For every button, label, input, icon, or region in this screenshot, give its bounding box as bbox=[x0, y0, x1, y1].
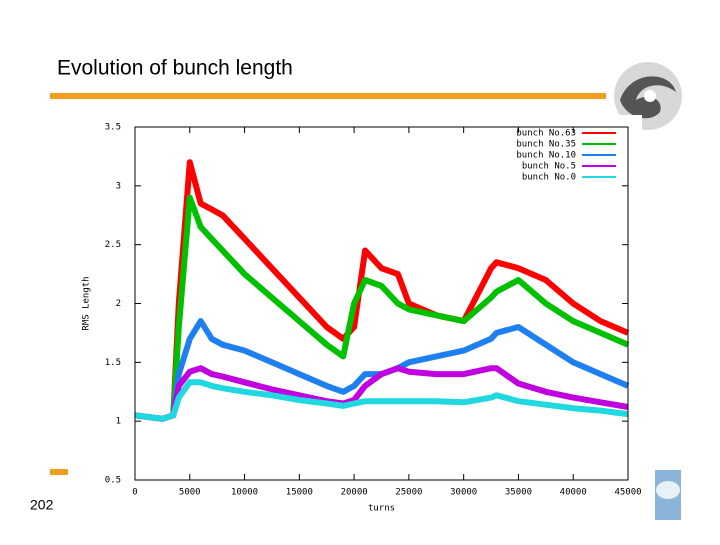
legend-label: bunch No.10 bbox=[516, 151, 576, 161]
x-tick-label: 45000 bbox=[614, 488, 641, 498]
y-tick-label: 1.5 bbox=[105, 358, 121, 368]
x-tick-label: 35000 bbox=[505, 488, 532, 498]
y-axis-label: RMS Length bbox=[82, 276, 92, 330]
y-tick-label: 3.5 bbox=[105, 123, 121, 133]
plot-frame bbox=[134, 126, 629, 481]
series-line bbox=[134, 159, 630, 422]
x-tick-label: 15000 bbox=[286, 488, 313, 498]
x-tick-label: 25000 bbox=[395, 488, 422, 498]
x-tick-label: 0 bbox=[132, 488, 137, 498]
legend-label: bunch No.63 bbox=[516, 129, 576, 139]
x-tick-label: 40000 bbox=[560, 488, 587, 498]
y-tick-label: 3 bbox=[116, 181, 121, 191]
y-tick-label: 2.5 bbox=[105, 240, 121, 250]
series-line bbox=[134, 318, 630, 422]
x-tick-label: 5000 bbox=[179, 488, 201, 498]
x-tick-label: 30000 bbox=[450, 488, 477, 498]
series-line bbox=[134, 365, 629, 422]
y-tick-label: 1 bbox=[116, 417, 121, 427]
y-tick-label: 2 bbox=[116, 299, 121, 309]
chart: 0.5 1 1.5 2 2.5 3 3.5 0 5000 10000 15000 20000 25000… bbox=[82, 123, 642, 514]
slide-title: Evolution of bunch length bbox=[57, 57, 293, 80]
page-number: 202 bbox=[30, 497, 54, 513]
legend-label: bunch No.35 bbox=[516, 140, 576, 150]
legend-label: bunch No.0 bbox=[522, 173, 576, 183]
corner-image bbox=[655, 470, 681, 520]
series-line bbox=[134, 194, 630, 422]
x-tick-label: 20000 bbox=[341, 488, 368, 498]
series-line bbox=[134, 379, 629, 422]
chart-background bbox=[80, 115, 642, 525]
logo bbox=[614, 62, 682, 130]
y-tick-label: 0.5 bbox=[105, 476, 121, 486]
title-rule bbox=[50, 93, 606, 99]
accent-dash bbox=[50, 469, 68, 475]
legend-label: bunch No.5 bbox=[522, 162, 576, 172]
x-tick-label: 10000 bbox=[231, 488, 258, 498]
x-axis-label: turns bbox=[368, 504, 395, 514]
